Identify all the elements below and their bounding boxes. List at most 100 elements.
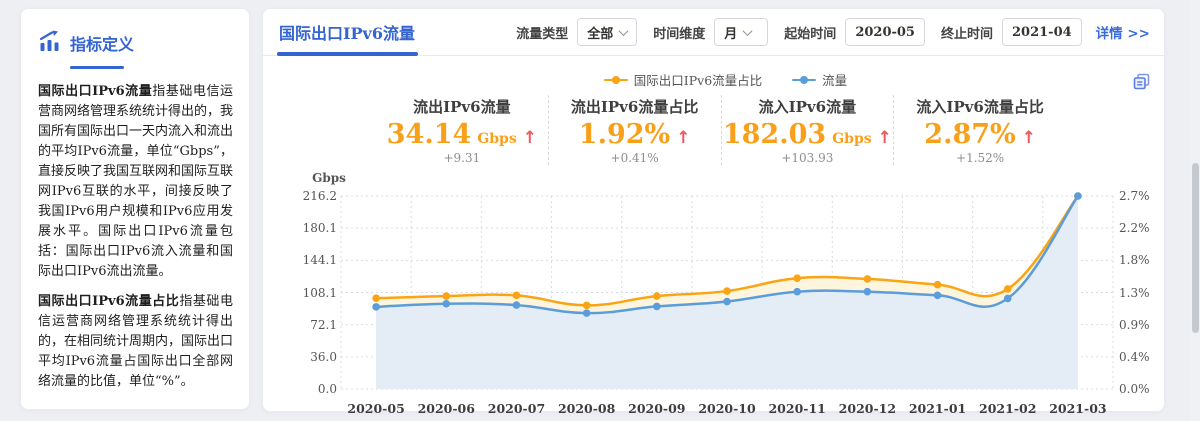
left-axis-tick: 36.0: [310, 349, 337, 364]
definition-title: 指标定义: [70, 35, 135, 54]
stat-title: 流入IPv6流量占比: [916, 98, 1044, 116]
right-axis-tick: 0.9%: [1119, 317, 1150, 332]
definition-paragraph-traffic: 国际出口IPv6流量指基础电信运营商网络管理系统统计得出的，我国所有国际出口一天…: [38, 82, 233, 282]
stat-value: 182.03: [722, 119, 827, 150]
stat-change: +1.52%: [956, 151, 1005, 165]
stat-card-outflow: 流出IPv6流量 34.14 Gbps ↑ +9.31: [376, 95, 548, 165]
right-axis-tick: 2.7%: [1119, 189, 1150, 203]
data-point-traffic: [653, 302, 661, 311]
legend-label-traffic: 流量: [822, 73, 848, 88]
data-point-traffic: [933, 291, 942, 300]
chevron-down-icon: [742, 25, 753, 36]
data-point-traffic: [442, 299, 451, 308]
definition-title-underline: [70, 66, 124, 69]
data-point-ratio: [442, 292, 451, 300]
definition-paragraph-ratio: 国际出口IPv6流量占比指基础电信运营商网络管理系统统计得出的，在相同统计周期内…: [38, 292, 233, 392]
stat-unit: Gbps: [477, 131, 517, 147]
right-axis-tick: 0.4%: [1119, 349, 1150, 364]
stat-value: 34.14: [386, 119, 472, 150]
left-axis-tick: 216.2: [302, 189, 337, 203]
active-tab-underline: [277, 52, 419, 56]
stat-value: 1.92%: [578, 119, 671, 150]
stat-card-inflow: 流入IPv6流量 182.03 Gbps ↑ +103.93: [720, 95, 894, 165]
time-dimension-value: 月: [724, 26, 738, 42]
data-point-traffic: [512, 301, 521, 309]
line-traffic: [374, 194, 1080, 315]
data-point-ratio: [512, 291, 521, 300]
stat-cards: 流出IPv6流量 34.14 Gbps ↑ +9.31 流出IPv6流量占比 1…: [376, 95, 1066, 165]
data-point-traffic: [1074, 192, 1082, 200]
up-arrow-icon: ↑: [676, 128, 691, 148]
x-axis-tick: 2020-11: [768, 401, 826, 416]
export-copy-icon[interactable]: [1133, 73, 1151, 91]
data-point-ratio: [653, 292, 661, 300]
left-axis-tick: 144.1: [302, 253, 337, 268]
data-point-traffic: [863, 287, 872, 296]
data-point-traffic: [582, 309, 591, 317]
time-dimension-label: 时间维度: [653, 26, 706, 42]
traffic-type-value: 全部: [587, 26, 614, 42]
definition-header: 指标定义: [38, 29, 233, 57]
right-axis-tick: 0.0%: [1119, 382, 1150, 396]
left-axis-tick: 0.0: [317, 382, 337, 396]
line-ratio: [374, 194, 1080, 307]
left-axis-tick: 180.1: [302, 221, 337, 236]
start-time-label: 起始时间: [784, 26, 837, 42]
data-point-ratio: [863, 275, 872, 283]
chevron-down-icon: [618, 25, 629, 36]
legend-item-traffic[interactable]: 流量: [792, 70, 847, 89]
up-arrow-icon: ↑: [877, 128, 892, 148]
stat-unit: Gbps: [832, 131, 872, 147]
definition-body-ratio: 指基础电信运营商网络管理系统统计得出的，在相同统计周期内，国际出口平均IPv6流…: [38, 294, 234, 389]
filter-bar: 流量类型 全部 时间维度 月 起始时间 2020-05 终止时间 2021-04: [509, 18, 1150, 46]
x-axis-tick: 2020-12: [838, 401, 897, 416]
stat-change: +103.93: [781, 151, 834, 165]
stat-title: 流入IPv6流量: [758, 98, 857, 116]
panel-title: 国际出口IPv6流量: [279, 24, 415, 43]
stat-title: 流出IPv6流量: [413, 98, 511, 116]
x-axis-tick: 2020-05: [347, 401, 405, 416]
definition-lead-ratio: 国际出口IPv6流量占比: [38, 294, 180, 309]
x-axis-tick: 2021-03: [1049, 401, 1107, 416]
area-traffic: [376, 196, 1078, 389]
up-arrow-icon: ↑: [1021, 128, 1036, 148]
page-scrollbar-thumb[interactable]: [1191, 163, 1199, 333]
legend-item-ratio[interactable]: 国际出口IPv6流量占比: [603, 70, 762, 89]
x-axis-tick: 2021-01: [908, 401, 967, 416]
left-axis-tick: 108.1: [302, 285, 337, 300]
x-axis-tick: 2021-02: [979, 401, 1037, 416]
x-axis-tick: 2020-06: [417, 401, 475, 416]
data-point-traffic: [723, 297, 731, 306]
data-point-traffic: [793, 287, 801, 296]
definition-lead-traffic: 国际出口IPv6流量: [38, 84, 153, 99]
data-point-traffic: [372, 303, 380, 311]
left-axis-unit-label: Gbps: [312, 171, 346, 185]
chart-legend: 国际出口IPv6流量占比 流量: [275, 70, 1176, 89]
data-point-ratio: [1003, 285, 1012, 293]
details-link[interactable]: 详情 >>: [1095, 26, 1150, 42]
traffic-type-select[interactable]: 全部: [577, 18, 638, 46]
end-time-label: 终止时间: [940, 26, 993, 42]
end-date-input[interactable]: 2021-04: [1002, 18, 1082, 46]
stat-card-inflow-ratio: 流入IPv6流量占比 2.87% ↑ +1.52%: [893, 95, 1066, 165]
panel-header: 国际出口IPv6流量 流量类型 全部 时间维度 月 起始时间 2020-05: [263, 9, 1164, 56]
start-date-input[interactable]: 2020-05: [845, 18, 925, 46]
data-point-ratio: [793, 274, 801, 283]
stat-value: 2.87%: [924, 119, 1016, 150]
definition-body-traffic: 指基础电信运营商网络管理系统统计得出的，我国所有国际出口一天内流入和流出的平均I…: [38, 84, 234, 279]
data-point-ratio: [723, 287, 731, 295]
tab-international-ipv6-traffic[interactable]: 国际出口IPv6流量: [277, 9, 419, 56]
legend-marker-ratio: [603, 75, 628, 84]
right-axis-tick: 1.3%: [1119, 285, 1150, 300]
end-date-value: 2021-04: [1012, 24, 1072, 40]
data-point-ratio: [582, 301, 591, 310]
right-axis-tick: 2.2%: [1119, 221, 1150, 236]
stat-change: +9.31: [443, 151, 481, 165]
chart-canvas[interactable]: [340, 192, 1114, 390]
definition-panel: 指标定义 国际出口IPv6流量指基础电信运营商网络管理系统统计得出的，我国所有国…: [20, 8, 250, 410]
left-axis-tick: 72.1: [310, 317, 337, 332]
time-dimension-select[interactable]: 月: [714, 18, 769, 46]
x-axis-tick: 2020-08: [557, 401, 616, 416]
metrics-chart-icon: [38, 29, 62, 57]
